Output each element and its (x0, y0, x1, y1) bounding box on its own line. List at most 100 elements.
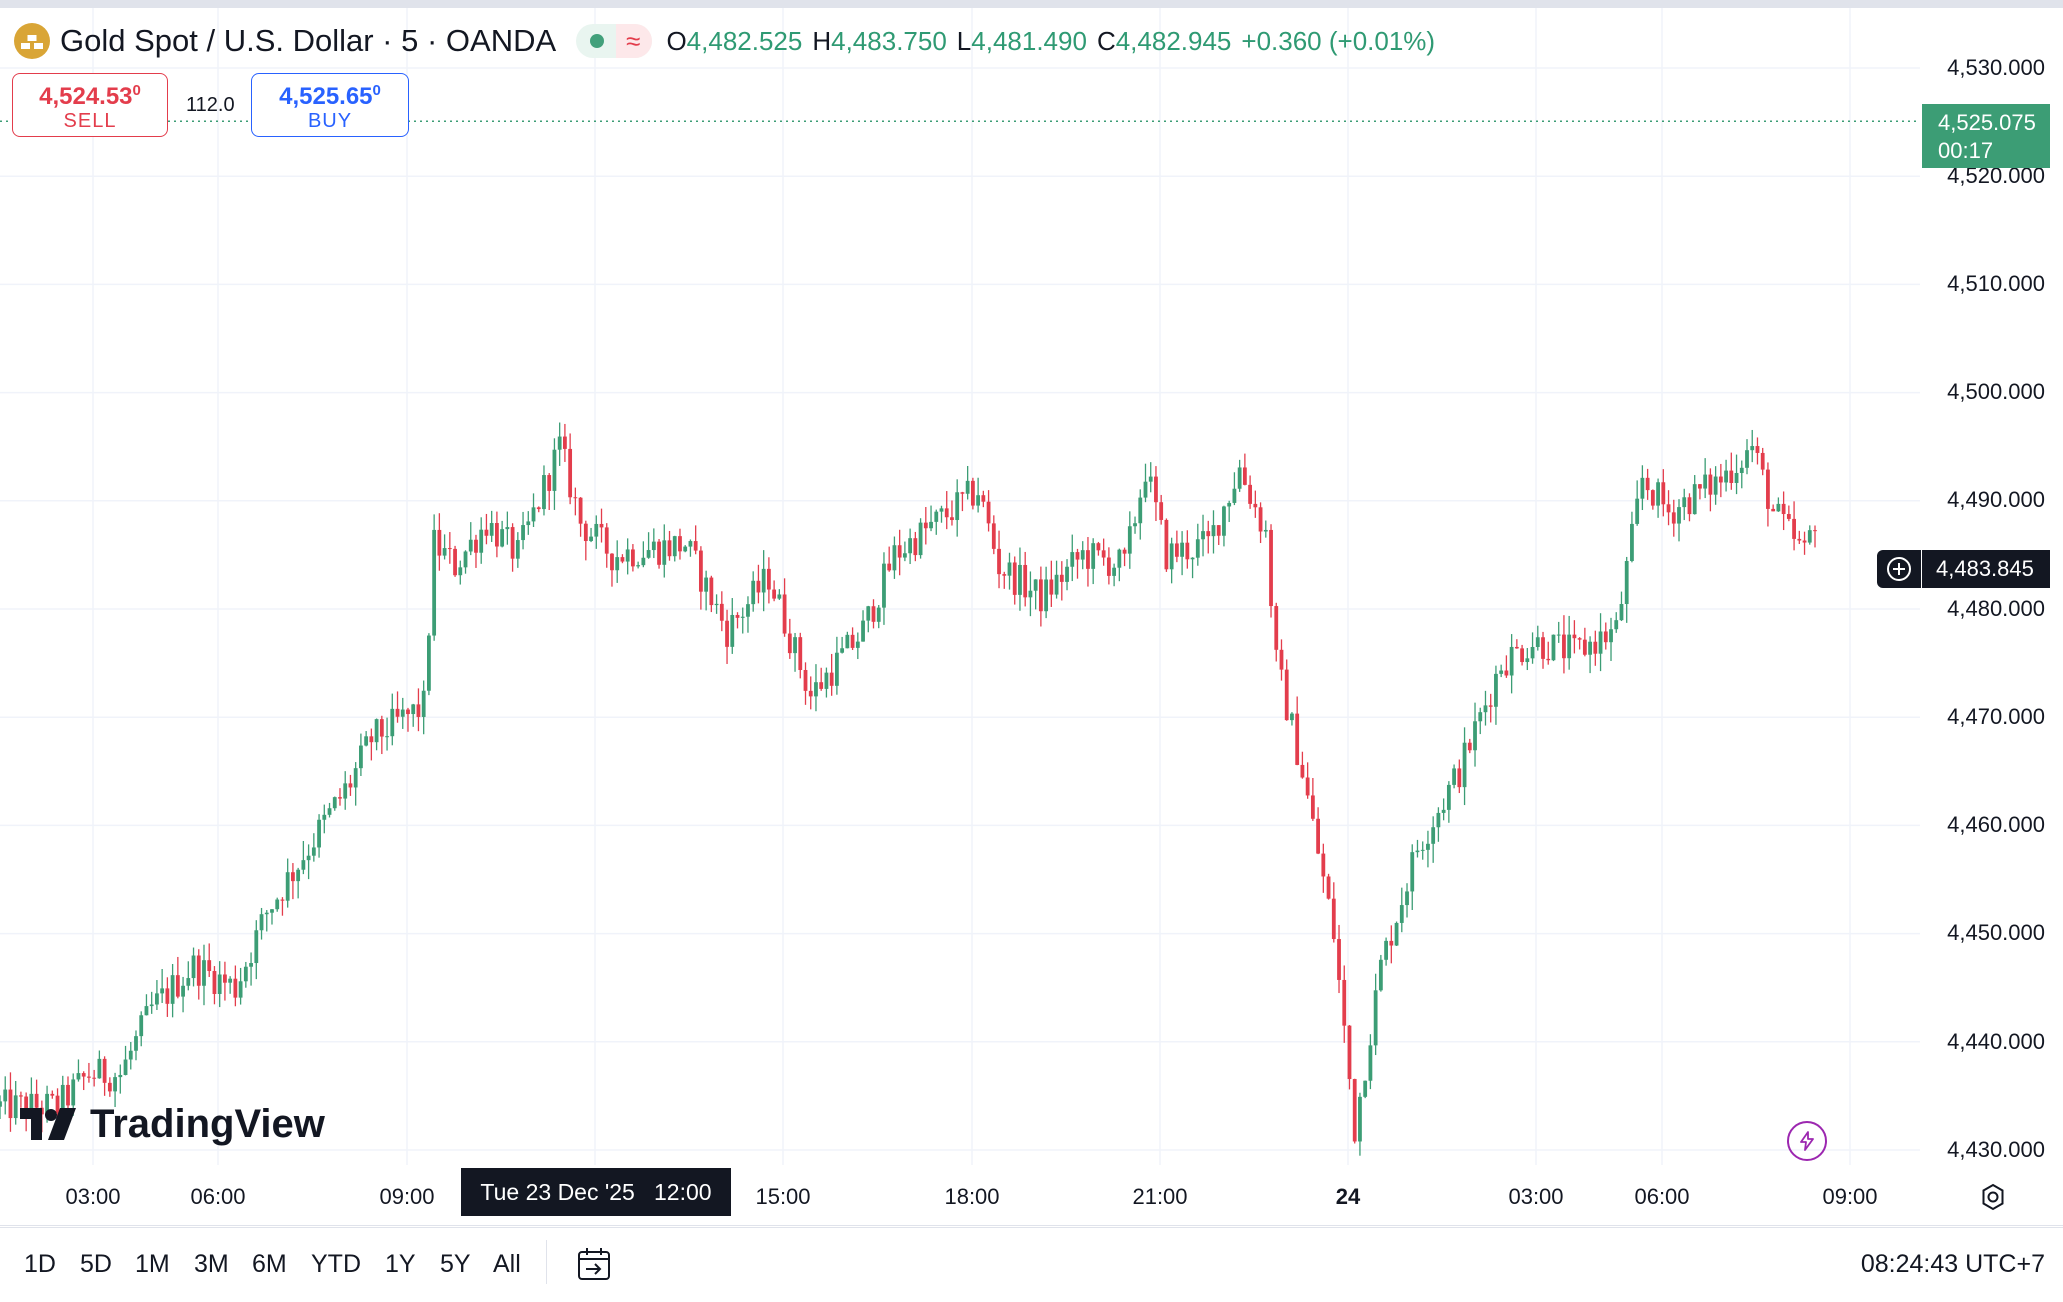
candle-body (1588, 641, 1592, 655)
candle-body (787, 633, 792, 654)
lightning-icon[interactable] (1787, 1121, 1827, 1161)
candle-body (34, 1093, 39, 1108)
buy-price-sup: 0 (372, 82, 381, 99)
candle-body (1520, 648, 1524, 663)
candle-body (1478, 712, 1483, 722)
candle-body (578, 497, 583, 524)
calendar-goto-icon[interactable] (574, 1244, 614, 1289)
candle-body (1122, 549, 1127, 554)
clock-timezone[interactable]: 08:24:43 UTC+7 (1860, 1250, 2045, 1278)
candle-body (1378, 959, 1383, 991)
candle-body (740, 616, 745, 618)
candle-body (735, 614, 740, 618)
candle-body (447, 548, 452, 550)
candle-body (1389, 940, 1394, 946)
range-ytd[interactable]: YTD (311, 1250, 361, 1278)
candle-body (479, 529, 484, 553)
price-chart[interactable] (0, 0, 2063, 1225)
symbol-title[interactable]: Gold Spot / U.S. Dollar · 5 · OANDA (60, 23, 557, 58)
candle-body (939, 508, 944, 512)
range-3m[interactable]: 3M (194, 1250, 229, 1278)
candle-body (254, 930, 259, 964)
candle-body (1174, 543, 1179, 557)
price-tick: 4,460.000 (1947, 812, 2045, 837)
candle-body (1195, 539, 1200, 558)
candle-body (500, 529, 505, 547)
candle-body (489, 523, 494, 536)
candle-body (725, 620, 729, 647)
candle-body (270, 909, 274, 913)
range-1m[interactable]: 1M (135, 1250, 170, 1278)
candle-body (353, 768, 358, 788)
candle-body (296, 869, 301, 882)
price-tick: 4,470.000 (1947, 704, 2045, 729)
candle-body (630, 549, 635, 567)
price-tick: 4,450.000 (1947, 920, 2045, 945)
candle-body (620, 557, 625, 562)
range-1d[interactable]: 1D (24, 1250, 56, 1278)
candle-body (24, 1096, 29, 1116)
settings-gear-icon[interactable] (1978, 1182, 2008, 1217)
change-value: +0.360 (+0.01%) (1241, 25, 1436, 56)
candle-body (714, 603, 719, 606)
candle-body (662, 540, 667, 565)
candle-body (228, 978, 233, 983)
candle-body (641, 557, 646, 566)
candle-body (589, 536, 593, 542)
range-1y[interactable]: 1Y (385, 1250, 416, 1278)
candle-body (212, 971, 217, 994)
candle-body (1703, 474, 1708, 489)
top-strip (0, 0, 2063, 8)
sell-button[interactable]: 4,524.530 SELL (12, 73, 168, 137)
crosshair-plus-icon[interactable] (1877, 550, 1921, 588)
range-6m[interactable]: 6M (252, 1250, 287, 1278)
candle-body (829, 672, 834, 686)
candle-body (1164, 519, 1169, 570)
candle-body (406, 709, 410, 715)
range-5d[interactable]: 5D (80, 1250, 112, 1278)
candle-body (552, 449, 557, 491)
candle-body (798, 637, 803, 671)
candle-body (453, 548, 457, 576)
candle-body (834, 652, 839, 686)
candle-body (1603, 631, 1608, 643)
candle-body (803, 670, 808, 691)
candle-body (814, 682, 818, 697)
candle-body (1692, 484, 1697, 515)
candle-body (275, 899, 280, 910)
time-tick: 03:00 (65, 1184, 121, 1209)
candle-body (181, 985, 185, 997)
wave-icon: ≈ (616, 24, 653, 58)
tradingview-wordmark: TradingView (90, 1102, 325, 1146)
candle-body (542, 475, 546, 510)
candle-body (458, 567, 463, 576)
candle-body (965, 480, 970, 494)
candle-body (400, 709, 405, 717)
candle-body (604, 527, 609, 554)
candle-body (202, 960, 206, 986)
candle-body (1070, 552, 1075, 567)
price-tick: 4,430.000 (1947, 1137, 2045, 1162)
candle-body (1075, 552, 1080, 560)
candle-body (160, 988, 165, 994)
candle-body (374, 719, 379, 743)
buy-button[interactable]: 4,525.650 BUY (251, 73, 409, 137)
candle-body (301, 860, 306, 870)
candle-body (259, 914, 264, 931)
candle-body (594, 523, 599, 537)
candle-body (107, 1082, 112, 1092)
market-status-pill[interactable]: ≈ (576, 24, 653, 58)
candle-body (950, 517, 954, 521)
candle-body (1237, 467, 1242, 489)
candle-body (1101, 550, 1106, 558)
candle-body (1279, 649, 1284, 670)
range-5y[interactable]: 5Y (440, 1250, 471, 1278)
range-all[interactable]: All (493, 1250, 521, 1278)
candle-body (1462, 742, 1467, 788)
candle-body (442, 548, 447, 556)
candle-body (66, 1084, 70, 1106)
candle-body (45, 1093, 49, 1115)
candle-body (568, 448, 573, 498)
candle-body (678, 536, 682, 552)
